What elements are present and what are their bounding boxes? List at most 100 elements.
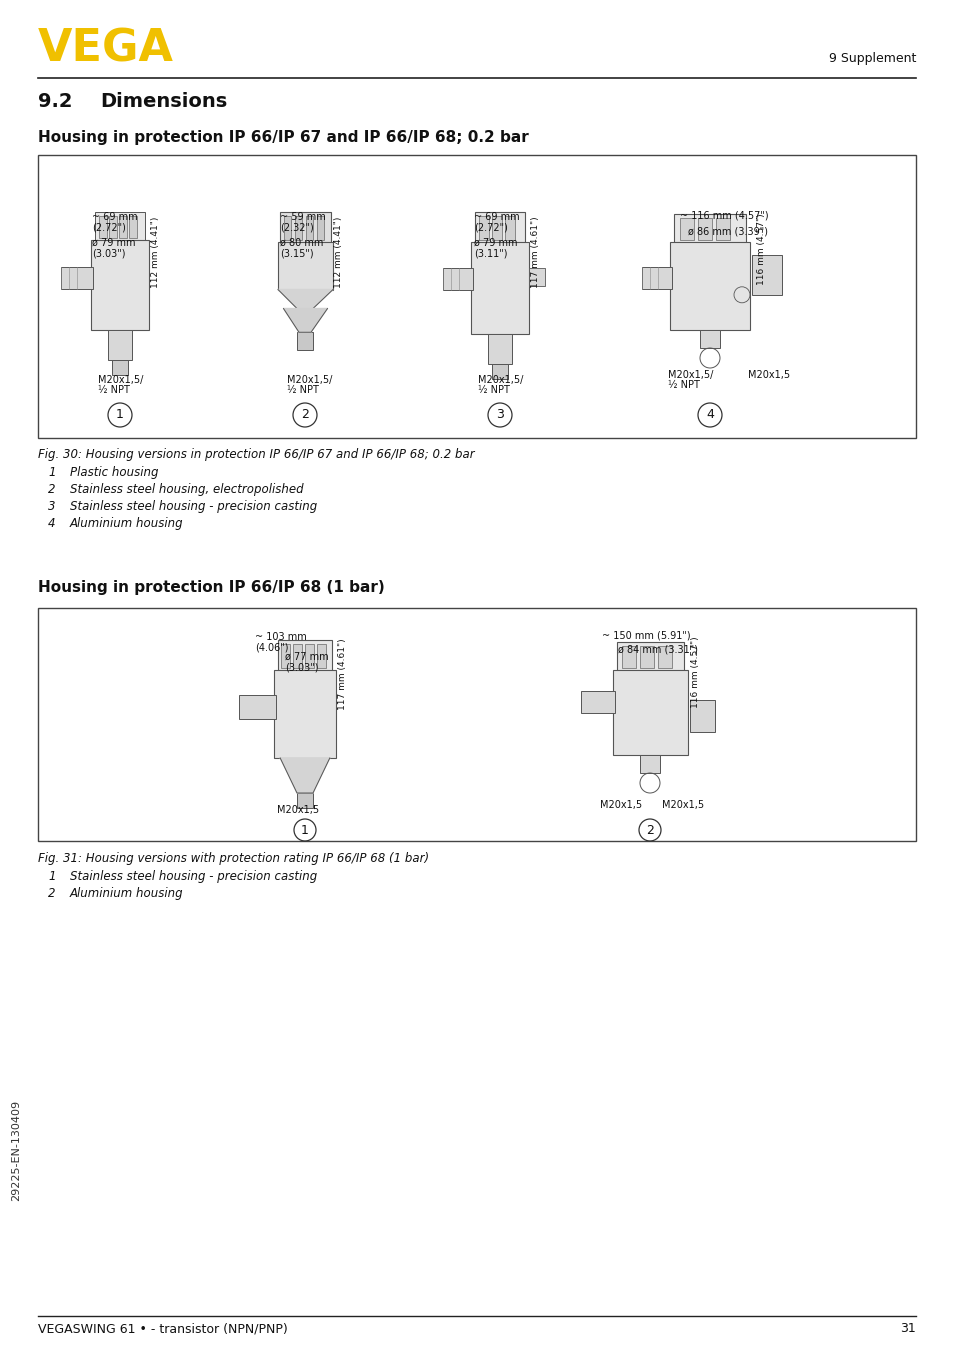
Bar bbox=[277, 242, 333, 290]
Text: 1: 1 bbox=[48, 871, 55, 883]
Text: VEGASWING 61 • - transistor (NPN/PNP): VEGASWING 61 • - transistor (NPN/PNP) bbox=[38, 1322, 288, 1335]
Text: 1: 1 bbox=[116, 409, 124, 421]
Text: M20x1,5: M20x1,5 bbox=[661, 800, 703, 810]
Bar bbox=[95, 213, 145, 242]
Text: Fig. 31: Housing versions with protection rating IP 66/IP 68 (1 bar): Fig. 31: Housing versions with protectio… bbox=[38, 852, 429, 865]
Text: 117 mm (4.61"): 117 mm (4.61") bbox=[531, 217, 540, 288]
Bar bbox=[617, 642, 683, 672]
Bar bbox=[281, 645, 290, 668]
Bar bbox=[613, 670, 687, 756]
Text: Aluminium housing: Aluminium housing bbox=[70, 517, 183, 529]
Bar bbox=[698, 218, 711, 240]
Bar bbox=[109, 217, 117, 238]
Text: M20x1,5: M20x1,5 bbox=[276, 806, 319, 815]
Text: ø 79 mm: ø 79 mm bbox=[91, 238, 135, 248]
Bar bbox=[679, 218, 693, 240]
Text: Aluminium housing: Aluminium housing bbox=[70, 887, 183, 900]
Text: 31: 31 bbox=[900, 1322, 915, 1335]
Bar bbox=[580, 692, 615, 714]
Text: ~ 59 mm: ~ 59 mm bbox=[280, 213, 325, 222]
Text: (4.06"): (4.06") bbox=[254, 642, 288, 653]
Text: 112 mm (4.41"): 112 mm (4.41") bbox=[335, 217, 343, 288]
Bar bbox=[316, 645, 326, 668]
Text: 116 mm (4.57"): 116 mm (4.57") bbox=[691, 636, 700, 708]
Text: M20x1,5: M20x1,5 bbox=[747, 370, 789, 380]
Bar bbox=[61, 267, 92, 288]
Text: 2: 2 bbox=[48, 887, 55, 900]
Bar bbox=[294, 217, 302, 240]
Bar bbox=[641, 267, 671, 288]
Bar bbox=[478, 217, 489, 240]
Text: Stainless steel housing - precision casting: Stainless steel housing - precision cast… bbox=[70, 871, 317, 883]
Bar bbox=[621, 646, 636, 668]
Bar bbox=[38, 154, 915, 437]
Text: 112 mm (4.41"): 112 mm (4.41") bbox=[152, 217, 160, 288]
Polygon shape bbox=[283, 309, 327, 332]
Text: M20x1,5/: M20x1,5/ bbox=[477, 375, 523, 385]
Text: ~ 116 mm (4.57"): ~ 116 mm (4.57") bbox=[679, 210, 768, 219]
Bar bbox=[293, 645, 302, 668]
Text: ½ NPT: ½ NPT bbox=[477, 385, 509, 395]
Text: (3.03"): (3.03") bbox=[91, 248, 126, 259]
Text: ~ 103 mm: ~ 103 mm bbox=[254, 632, 307, 642]
Text: (3.11"): (3.11") bbox=[474, 248, 507, 259]
Text: Fig. 30: Housing versions in protection IP 66/IP 67 and IP 66/IP 68; 0.2 bar: Fig. 30: Housing versions in protection … bbox=[38, 448, 475, 460]
Text: 2: 2 bbox=[301, 409, 309, 421]
Bar bbox=[277, 640, 332, 672]
Text: 2: 2 bbox=[645, 823, 653, 837]
Polygon shape bbox=[280, 758, 330, 793]
Bar bbox=[129, 217, 137, 238]
Bar bbox=[751, 255, 781, 295]
Text: 2: 2 bbox=[48, 483, 55, 496]
Bar bbox=[669, 242, 749, 330]
Text: Stainless steel housing, electropolished: Stainless steel housing, electropolished bbox=[70, 483, 303, 496]
Text: M20x1,5: M20x1,5 bbox=[599, 800, 641, 810]
Bar bbox=[475, 213, 524, 244]
Text: 4: 4 bbox=[705, 409, 713, 421]
Text: (3.03"): (3.03") bbox=[285, 662, 318, 672]
Text: 9.2: 9.2 bbox=[38, 92, 72, 111]
Text: ø 77 mm: ø 77 mm bbox=[285, 653, 328, 662]
Text: Housing in protection IP 66/IP 68 (1 bar): Housing in protection IP 66/IP 68 (1 bar… bbox=[38, 580, 384, 594]
Bar bbox=[639, 646, 654, 668]
Bar bbox=[639, 756, 659, 773]
Polygon shape bbox=[277, 290, 333, 309]
Bar bbox=[284, 217, 291, 240]
Bar bbox=[99, 217, 107, 238]
Bar bbox=[689, 700, 714, 731]
Text: Stainless steel housing - precision casting: Stainless steel housing - precision cast… bbox=[70, 500, 317, 513]
Text: (2.32"): (2.32") bbox=[280, 222, 314, 232]
Text: ø 84 mm (3.31"): ø 84 mm (3.31") bbox=[618, 645, 698, 654]
Text: 117 mm (4.61"): 117 mm (4.61") bbox=[338, 638, 347, 709]
Text: ø 80 mm: ø 80 mm bbox=[280, 238, 323, 248]
Bar bbox=[296, 793, 313, 808]
Text: M20x1,5/: M20x1,5/ bbox=[667, 370, 713, 380]
Bar bbox=[316, 217, 324, 240]
Text: (2.72"): (2.72") bbox=[474, 222, 507, 232]
Bar bbox=[492, 364, 507, 379]
Text: Housing in protection IP 66/IP 67 and IP 66/IP 68; 0.2 bar: Housing in protection IP 66/IP 67 and IP… bbox=[38, 130, 528, 145]
Text: (3.15"): (3.15") bbox=[280, 248, 314, 259]
Text: 1: 1 bbox=[48, 466, 55, 479]
Bar bbox=[471, 242, 529, 334]
Text: VEGA: VEGA bbox=[38, 28, 173, 70]
Text: 116 mm (4.57"): 116 mm (4.57") bbox=[757, 214, 765, 284]
Bar bbox=[296, 332, 313, 351]
Text: 4: 4 bbox=[48, 517, 55, 529]
Text: Dimensions: Dimensions bbox=[100, 92, 227, 111]
Text: ½ NPT: ½ NPT bbox=[287, 385, 318, 395]
Text: M20x1,5/: M20x1,5/ bbox=[98, 375, 143, 385]
Text: ø 79 mm: ø 79 mm bbox=[474, 238, 517, 248]
Bar bbox=[716, 218, 729, 240]
Text: 9 Supplement: 9 Supplement bbox=[828, 51, 915, 65]
Text: ~ 69 mm: ~ 69 mm bbox=[474, 213, 519, 222]
Bar bbox=[119, 217, 127, 238]
Text: 29225-EN-130409: 29225-EN-130409 bbox=[11, 1099, 21, 1201]
Bar bbox=[504, 217, 515, 240]
Bar bbox=[38, 608, 915, 841]
Bar bbox=[492, 217, 501, 240]
Text: 3: 3 bbox=[48, 500, 55, 513]
Bar bbox=[658, 646, 671, 668]
Bar bbox=[239, 695, 275, 719]
Text: ½ NPT: ½ NPT bbox=[98, 385, 130, 395]
